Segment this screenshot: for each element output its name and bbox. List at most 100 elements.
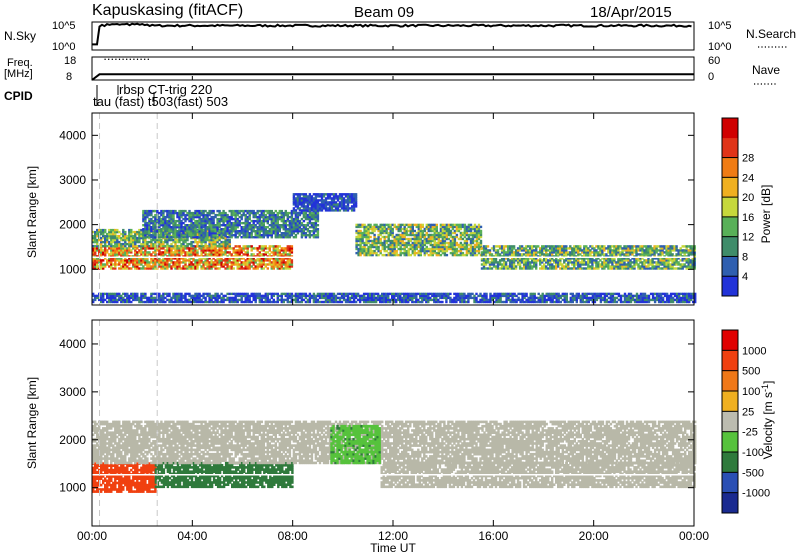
range-gate-cell	[449, 231, 453, 235]
nsearch-tick-top: 10^5	[708, 20, 732, 32]
range-gate-cell	[216, 253, 219, 256]
range-gate-cell	[218, 247, 221, 250]
range-gate-cell	[361, 233, 364, 237]
range-gate-cell	[441, 223, 445, 227]
range-gate-cell	[230, 211, 233, 215]
range-gate-cell	[246, 217, 249, 221]
range-gate-cell	[401, 233, 404, 237]
range-gate-cell	[92, 238, 95, 242]
range-gate-cell	[258, 263, 261, 266]
range-gate-cell	[461, 251, 465, 255]
range-gate-cell	[475, 225, 479, 229]
range-gate-cell	[274, 245, 277, 248]
range-gate-cell	[210, 296, 213, 300]
range-gate-cell	[369, 251, 372, 255]
range-gate-cell	[96, 230, 99, 234]
range-gate-cell	[210, 245, 213, 248]
range-gate-cell	[490, 259, 494, 262]
range-gate-cell	[328, 203, 332, 206]
range-gate-cell	[617, 251, 620, 254]
range-gate-cell	[373, 229, 376, 233]
range-gate-cell	[144, 296, 147, 300]
range-gate-cell	[148, 300, 151, 304]
range-gate-cell	[250, 255, 253, 258]
range-gate-cell	[142, 230, 145, 233]
range-gate-cell	[166, 247, 169, 250]
range-gate-cell	[238, 259, 241, 262]
range-gate-cell	[228, 247, 231, 250]
range-gate-cell	[216, 267, 219, 270]
range-gate-cell	[609, 251, 612, 254]
range-gate-cell	[152, 221, 155, 225]
range-gate-cell	[633, 245, 636, 248]
range-gate-cell	[228, 261, 231, 264]
range-gate-cell	[336, 205, 340, 208]
range-gate-cell	[144, 226, 147, 229]
range-gate-cell	[268, 228, 271, 231]
range-gate-cell	[210, 221, 213, 225]
range-gate-cell	[266, 219, 269, 223]
range-gate-cell	[158, 234, 161, 237]
range-gate-cell	[425, 249, 428, 253]
range-gate-cell	[407, 241, 410, 245]
range-gate-cell	[288, 228, 292, 231]
range-gate-cell	[437, 235, 440, 239]
range-gate-cell	[496, 261, 500, 264]
range-gate-cell	[190, 265, 193, 268]
range-gate-cell	[294, 199, 298, 202]
range-gate-cell	[292, 193, 296, 196]
range-gate-cell	[192, 300, 195, 304]
range-gate-cell	[381, 223, 384, 227]
range-gate-cell	[645, 251, 648, 254]
range-gate-cell	[134, 267, 137, 270]
range-gate-cell	[146, 253, 149, 256]
range-gate-cell	[236, 213, 239, 217]
range-gate-cell	[498, 245, 502, 248]
range-gate-cell	[296, 226, 300, 229]
range-gate-cell	[164, 263, 167, 266]
range-gate-cell	[469, 237, 473, 241]
range-gate-cell	[510, 255, 514, 258]
range-gate-cell	[545, 253, 548, 256]
range-gate-cell	[635, 257, 638, 260]
range-gate-cell	[691, 257, 694, 260]
range-gate-cell	[104, 249, 107, 252]
range-gate-cell	[108, 300, 111, 304]
range-gate-cell	[280, 267, 283, 270]
range-gate-cell	[551, 259, 554, 262]
range-gate-cell	[629, 263, 632, 266]
range-gate-cell	[539, 247, 542, 250]
range-gate-cell	[114, 240, 117, 244]
range-gate-cell	[180, 219, 183, 223]
range-gate-cell	[128, 236, 131, 240]
range-gate-cell	[308, 234, 312, 237]
range-gate-cell	[571, 261, 574, 264]
range-gate-cell	[256, 247, 259, 250]
range-gate-cell	[160, 253, 163, 256]
range-gate-cell	[693, 249, 696, 252]
range-gate-cell	[290, 234, 294, 237]
range-gate-cell	[609, 253, 612, 256]
range-gate-cell	[603, 255, 606, 258]
range-gate-cell	[206, 215, 209, 219]
range-gate-cell	[451, 247, 455, 251]
range-gate-cell	[132, 298, 135, 302]
range-gate-cell	[643, 255, 646, 258]
range-gate-cell	[461, 247, 465, 251]
range-gate-cell	[196, 240, 199, 244]
range-gate-cell	[148, 232, 151, 235]
range-gate-cell	[212, 261, 215, 264]
range-gate-cell	[102, 265, 105, 268]
range-gate-cell	[657, 257, 660, 260]
range-gate-cell	[156, 230, 159, 233]
range-gate-cell	[236, 219, 239, 223]
range-gate-cell	[691, 253, 694, 256]
range-gate-cell	[533, 249, 536, 252]
range-gate-cell	[184, 300, 187, 304]
range-gate-cell	[228, 226, 231, 229]
range-gate-cell	[240, 257, 243, 260]
range-gate-cell	[202, 211, 205, 215]
range-gate-cell	[132, 247, 135, 250]
range-gate-cell	[541, 267, 544, 270]
range-gate-cell	[144, 213, 147, 217]
